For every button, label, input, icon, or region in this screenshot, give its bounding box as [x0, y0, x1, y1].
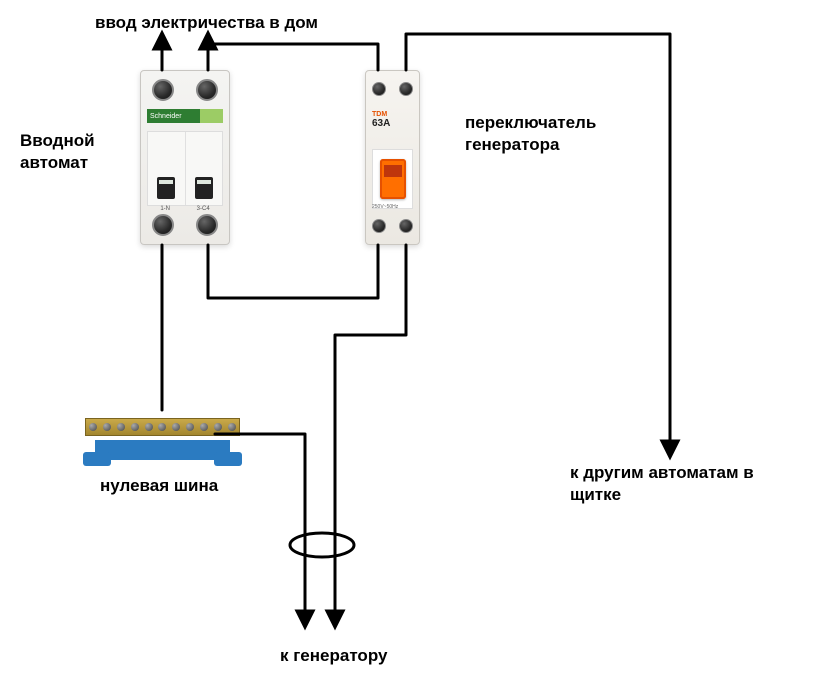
terminal-icon	[196, 214, 218, 236]
knob-icon	[380, 159, 406, 199]
screw-icon	[197, 419, 211, 435]
screw-icon	[183, 419, 197, 435]
tswitch-brand-text: TDM	[372, 111, 390, 118]
tswitch-brand: TDM 63A	[372, 111, 390, 129]
terminal-icon	[196, 79, 218, 101]
screw-icon	[225, 419, 239, 435]
screw-icon	[100, 419, 114, 435]
tswitch-knob-area	[372, 149, 413, 209]
label-to-generator: к генератору	[280, 645, 387, 667]
neutral-busbar	[85, 410, 240, 460]
tswitch-top-R-to-panel	[406, 34, 670, 450]
terminal-icon	[399, 219, 413, 233]
main-breaker: Schneider 1-N 3-C4	[140, 70, 230, 245]
busbar-base	[95, 440, 230, 460]
breaker-brand-bar: Schneider	[147, 109, 223, 123]
transfer-switch: TDM 63A 250V~50Hz	[365, 70, 420, 245]
tswitch-small-label: 250V~50Hz	[372, 204, 398, 210]
tswitch-top-terminals	[366, 75, 419, 103]
screw-icon	[142, 419, 156, 435]
breaker-bottom-R-to-tswitch-bottom-L	[208, 245, 378, 298]
breaker-pole	[186, 132, 223, 205]
tswitch-bottom-R-to-generator-leg1	[335, 245, 406, 620]
screw-icon	[156, 419, 170, 435]
label-input-title: ввод электричества в дом	[95, 12, 318, 34]
label-neutral-bus: нулевая шина	[100, 475, 218, 497]
tswitch-rating: 63A	[372, 118, 390, 129]
screw-icon	[169, 419, 183, 435]
label-transfer-switch: переключатель генератора	[465, 112, 596, 156]
breaker-top-terminals	[141, 75, 229, 105]
terminal-icon	[152, 214, 174, 236]
breaker-top-R-to-tswitch-top-L	[208, 44, 378, 70]
label-main-breaker: Вводной автомат	[20, 130, 95, 174]
terminal-icon	[372, 82, 386, 96]
breaker-bottom-terminals	[141, 210, 229, 240]
terminal-icon	[399, 82, 413, 96]
cable-ellipse	[290, 533, 354, 557]
screw-icon	[128, 419, 142, 435]
tswitch-bottom-terminals	[366, 212, 419, 240]
label-to-other-breakers: к другим автоматам в щитке	[570, 462, 754, 506]
terminal-icon	[152, 79, 174, 101]
toggle-icon	[157, 177, 175, 199]
toggle-icon	[195, 177, 213, 199]
busbar-foot	[214, 452, 242, 466]
screw-icon	[86, 419, 100, 435]
busbar-foot	[83, 452, 111, 466]
breaker-pole	[148, 132, 186, 205]
breaker-brand-text: Schneider	[150, 113, 182, 120]
screw-icon	[211, 419, 225, 435]
terminal-icon	[372, 219, 386, 233]
breaker-switch-area	[147, 131, 223, 206]
busbar-rail	[85, 418, 240, 436]
screw-icon	[114, 419, 128, 435]
